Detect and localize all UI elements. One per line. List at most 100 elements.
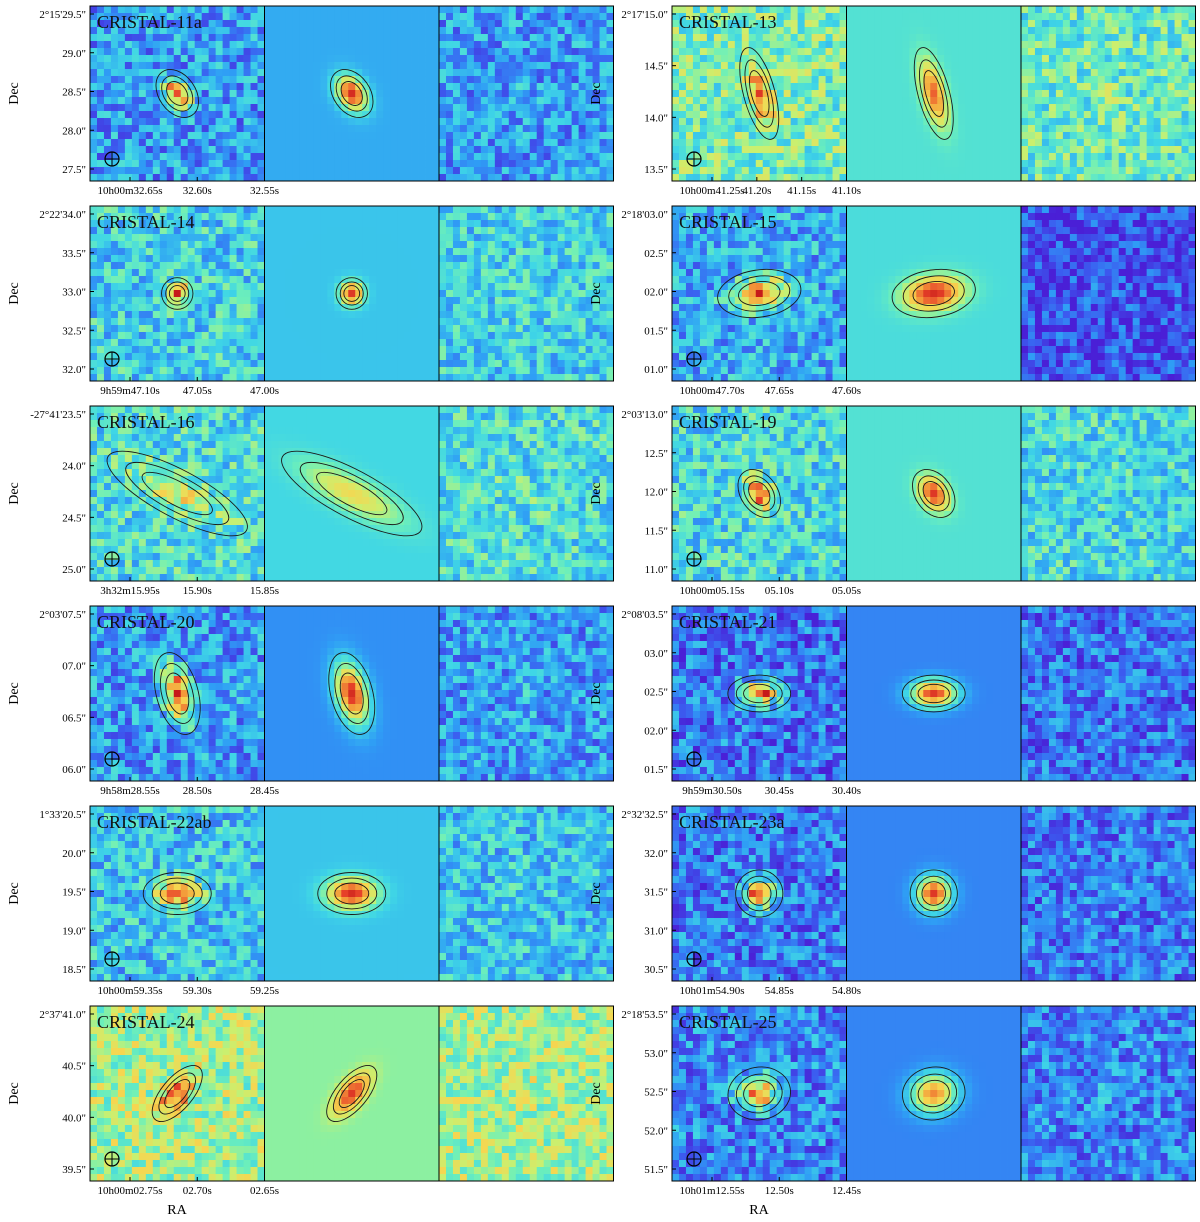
pixel — [1098, 69, 1105, 76]
pixel — [1105, 20, 1112, 27]
pixel — [600, 174, 607, 181]
pixel — [209, 241, 216, 248]
pixel — [756, 90, 763, 97]
pixel — [160, 318, 167, 325]
pixel — [1189, 104, 1196, 111]
pixel — [306, 227, 313, 234]
pixel — [986, 167, 993, 174]
pixel — [951, 160, 958, 167]
pixel — [819, 125, 826, 132]
pixel — [1126, 34, 1133, 41]
pixel — [537, 153, 544, 160]
pixel — [265, 27, 272, 34]
pixel — [265, 76, 272, 83]
pixel — [265, 206, 272, 213]
pixel — [202, 255, 209, 262]
pixel — [1084, 69, 1091, 76]
pixel — [153, 146, 160, 153]
pixel — [230, 167, 237, 174]
pixel — [181, 118, 188, 125]
pixel — [488, 41, 495, 48]
pixel — [292, 146, 299, 153]
pixel — [558, 125, 565, 132]
pixel — [195, 276, 202, 283]
pixel — [586, 13, 593, 20]
pixel — [1126, 62, 1133, 69]
pixel — [118, 311, 125, 318]
pixel — [607, 83, 614, 90]
pixel — [181, 248, 188, 255]
pixel — [686, 90, 693, 97]
pixel — [376, 13, 383, 20]
pixel — [951, 48, 958, 55]
pixel — [418, 346, 425, 353]
pixel — [383, 213, 390, 220]
pixel — [376, 332, 383, 339]
pixel — [418, 241, 425, 248]
pixel — [278, 48, 285, 55]
pixel — [686, 62, 693, 69]
pixel — [397, 353, 404, 360]
pixel — [826, 83, 833, 90]
pixel — [265, 13, 272, 20]
pixel — [174, 325, 181, 332]
pixel — [1063, 76, 1070, 83]
pixel — [958, 174, 965, 181]
pixel — [909, 167, 916, 174]
pixel — [299, 27, 306, 34]
pixel — [888, 27, 895, 34]
pixel — [425, 325, 432, 332]
pixel — [404, 220, 411, 227]
pixel — [965, 76, 972, 83]
pixel — [90, 111, 97, 118]
pixel — [355, 55, 362, 62]
pixel — [132, 276, 139, 283]
pixel — [195, 318, 202, 325]
pixel — [292, 55, 299, 62]
pixel — [833, 27, 840, 34]
pixel — [1028, 90, 1035, 97]
pixel — [292, 276, 299, 283]
pixel — [1035, 90, 1042, 97]
pixel — [1112, 153, 1119, 160]
pixel — [833, 48, 840, 55]
pixel — [223, 332, 230, 339]
pixel — [728, 111, 735, 118]
pixel — [1161, 34, 1168, 41]
pixel — [146, 153, 153, 160]
pixel — [320, 125, 327, 132]
pixel — [979, 76, 986, 83]
pixel — [1091, 48, 1098, 55]
pixel — [1105, 90, 1112, 97]
pixel — [728, 62, 735, 69]
pixel — [972, 174, 979, 181]
pixel — [474, 20, 481, 27]
pixel — [902, 90, 909, 97]
pixel — [565, 6, 572, 13]
pixel — [432, 90, 439, 97]
pixel — [292, 234, 299, 241]
pixel — [181, 353, 188, 360]
pixel — [600, 111, 607, 118]
pixel — [299, 269, 306, 276]
pixel — [446, 146, 453, 153]
pixel — [362, 69, 369, 76]
pixel — [237, 346, 244, 353]
pixel — [313, 213, 320, 220]
pixel — [1112, 104, 1119, 111]
pixel — [132, 167, 139, 174]
pixel — [97, 360, 104, 367]
pixel — [244, 104, 251, 111]
pixel — [223, 234, 230, 241]
pixel — [97, 269, 104, 276]
pixel — [369, 220, 376, 227]
pixel — [909, 13, 916, 20]
pixel — [895, 125, 902, 132]
pixel — [944, 27, 951, 34]
pixel — [369, 248, 376, 255]
pixel — [847, 90, 854, 97]
pixel — [104, 90, 111, 97]
pixel — [1126, 27, 1133, 34]
pixel — [209, 167, 216, 174]
pixel — [523, 132, 530, 139]
